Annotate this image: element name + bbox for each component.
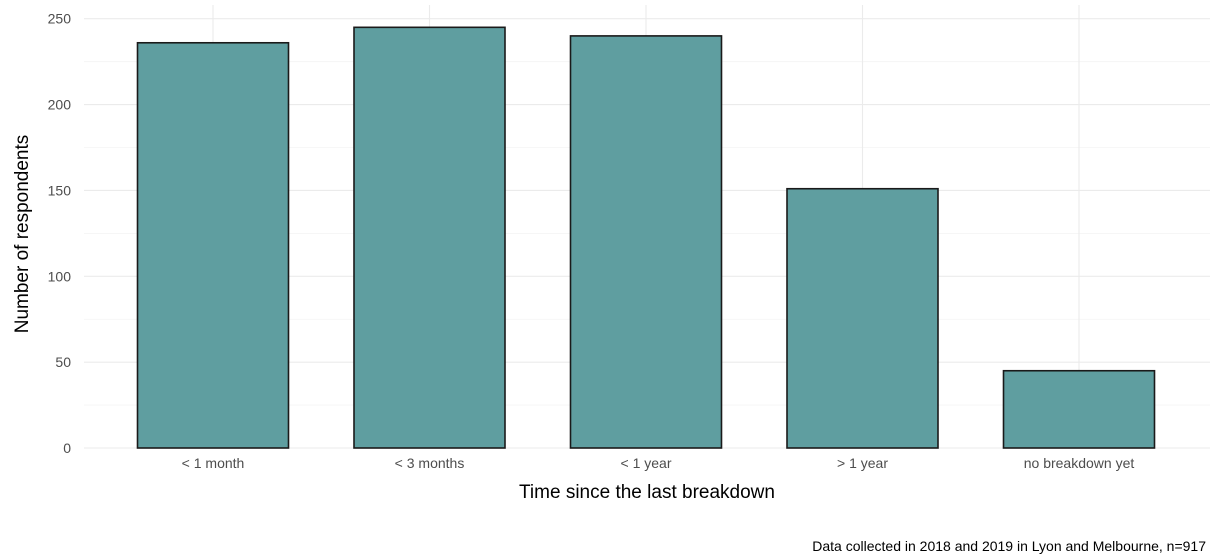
y-tick-label: 50: [55, 354, 71, 370]
y-tick-label: 200: [48, 97, 72, 113]
y-tick-label: 100: [48, 268, 72, 284]
bar: [353, 26, 506, 449]
bars: [136, 26, 1156, 449]
y-axis-ticks: 0 50 100 150 200 250: [48, 11, 72, 456]
x-tick-label: < 1 month: [182, 455, 245, 471]
x-tick-label: < 3 months: [395, 455, 465, 471]
x-tick-label: > 1 year: [837, 455, 888, 471]
y-tick-label: 150: [48, 182, 72, 198]
y-axis-title: Number of respondents: [12, 135, 33, 334]
bar: [786, 187, 939, 449]
chart-caption: Data collected in 2018 and 2019 in Lyon …: [812, 538, 1206, 554]
y-tick-label: 0: [63, 440, 71, 456]
x-axis-title: Time since the last breakdown: [519, 482, 775, 503]
x-tick-label: < 1 year: [621, 455, 672, 471]
y-tick-label: 250: [48, 11, 72, 27]
x-axis-ticks: < 1 month < 3 months < 1 year > 1 year no br…: [182, 455, 1135, 471]
x-tick-label: no breakdown yet: [1024, 455, 1135, 471]
bar: [569, 35, 723, 449]
bar: [1002, 369, 1156, 449]
bar: [136, 41, 290, 449]
